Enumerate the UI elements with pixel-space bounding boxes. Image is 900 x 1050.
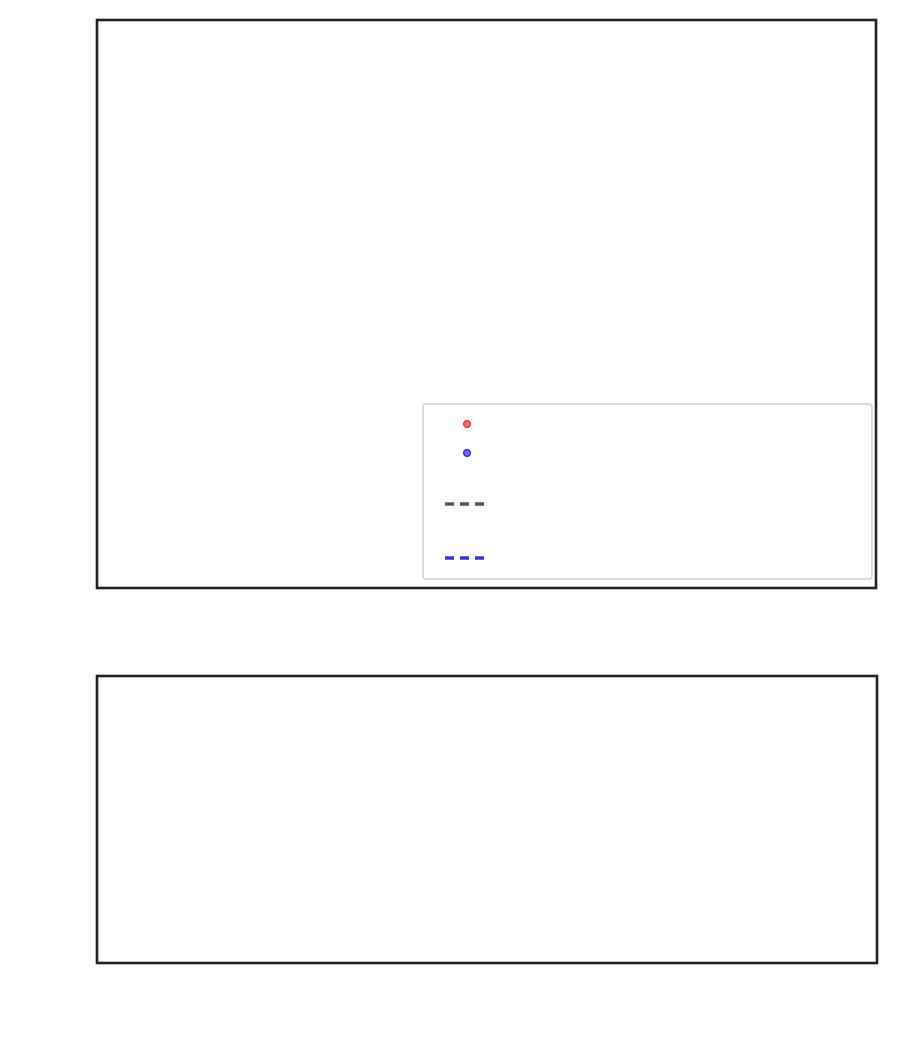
legend-marker-corrected <box>463 449 472 458</box>
bottom-panel-frame <box>95 674 879 965</box>
legend-marker-raw <box>463 420 472 429</box>
legend <box>422 403 873 580</box>
top-panel-frame <box>95 18 878 590</box>
bottom-panel-fit-residuals <box>95 674 879 965</box>
top-panel-photometric-calibration <box>95 18 878 590</box>
legend-background <box>422 403 873 580</box>
